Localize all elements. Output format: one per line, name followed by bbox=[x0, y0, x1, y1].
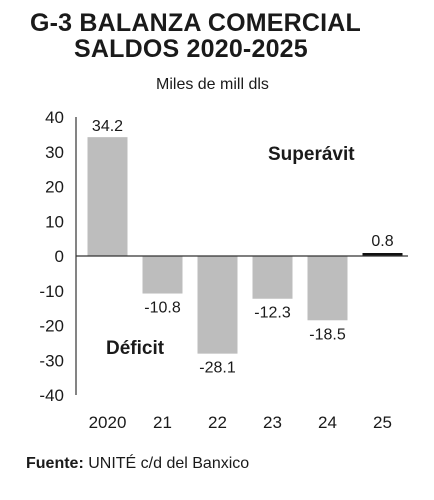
source-text: UNITÉ c/d del Banxico bbox=[83, 455, 250, 472]
y-tick-label: -40 bbox=[39, 386, 64, 405]
bar bbox=[197, 256, 238, 354]
y-tick-label: 20 bbox=[45, 178, 64, 197]
data-label: 34.2 bbox=[92, 118, 123, 135]
bar bbox=[87, 137, 128, 256]
annotation-superavit: Superávit bbox=[268, 144, 355, 165]
y-tick-label: -10 bbox=[39, 282, 64, 301]
y-tick-label: -20 bbox=[39, 317, 64, 336]
y-tick-label: -30 bbox=[39, 351, 64, 370]
bar bbox=[307, 256, 348, 321]
x-tick-label: 25 bbox=[373, 413, 392, 432]
source-label: Fuente: bbox=[26, 455, 84, 472]
bar bbox=[142, 256, 183, 294]
title-line-1: G-3 BALANZA COMERCIAL bbox=[30, 9, 362, 37]
y-tick-label: 40 bbox=[45, 108, 64, 127]
y-tick-label: 0 bbox=[55, 247, 64, 266]
data-label: -28.1 bbox=[199, 360, 236, 377]
chart-title: G-3 BALANZA COMERCIAL SALDOS 2020-2025 bbox=[30, 10, 410, 62]
bar bbox=[252, 256, 293, 299]
x-tick-label: 22 bbox=[208, 413, 227, 432]
x-tick-label: 24 bbox=[318, 413, 337, 432]
source-note: Fuente: UNITÉ c/d del Banxico bbox=[26, 455, 249, 473]
title-line-2: SALDOS 2020-2025 bbox=[74, 35, 308, 63]
data-label: -10.8 bbox=[144, 300, 181, 317]
units-label: Miles de mill dls bbox=[156, 76, 269, 93]
y-tick-label: 10 bbox=[45, 212, 64, 231]
annotation-deficit: Déficit bbox=[106, 338, 165, 359]
x-tick-label: 23 bbox=[263, 413, 282, 432]
data-label: -12.3 bbox=[254, 305, 291, 322]
bar bbox=[362, 253, 403, 256]
data-label: 0.8 bbox=[371, 233, 393, 250]
x-tick-label: 2020 bbox=[89, 413, 127, 432]
y-tick-label: 30 bbox=[45, 143, 64, 162]
data-label: -18.5 bbox=[309, 326, 346, 343]
x-tick-label: 21 bbox=[153, 413, 172, 432]
